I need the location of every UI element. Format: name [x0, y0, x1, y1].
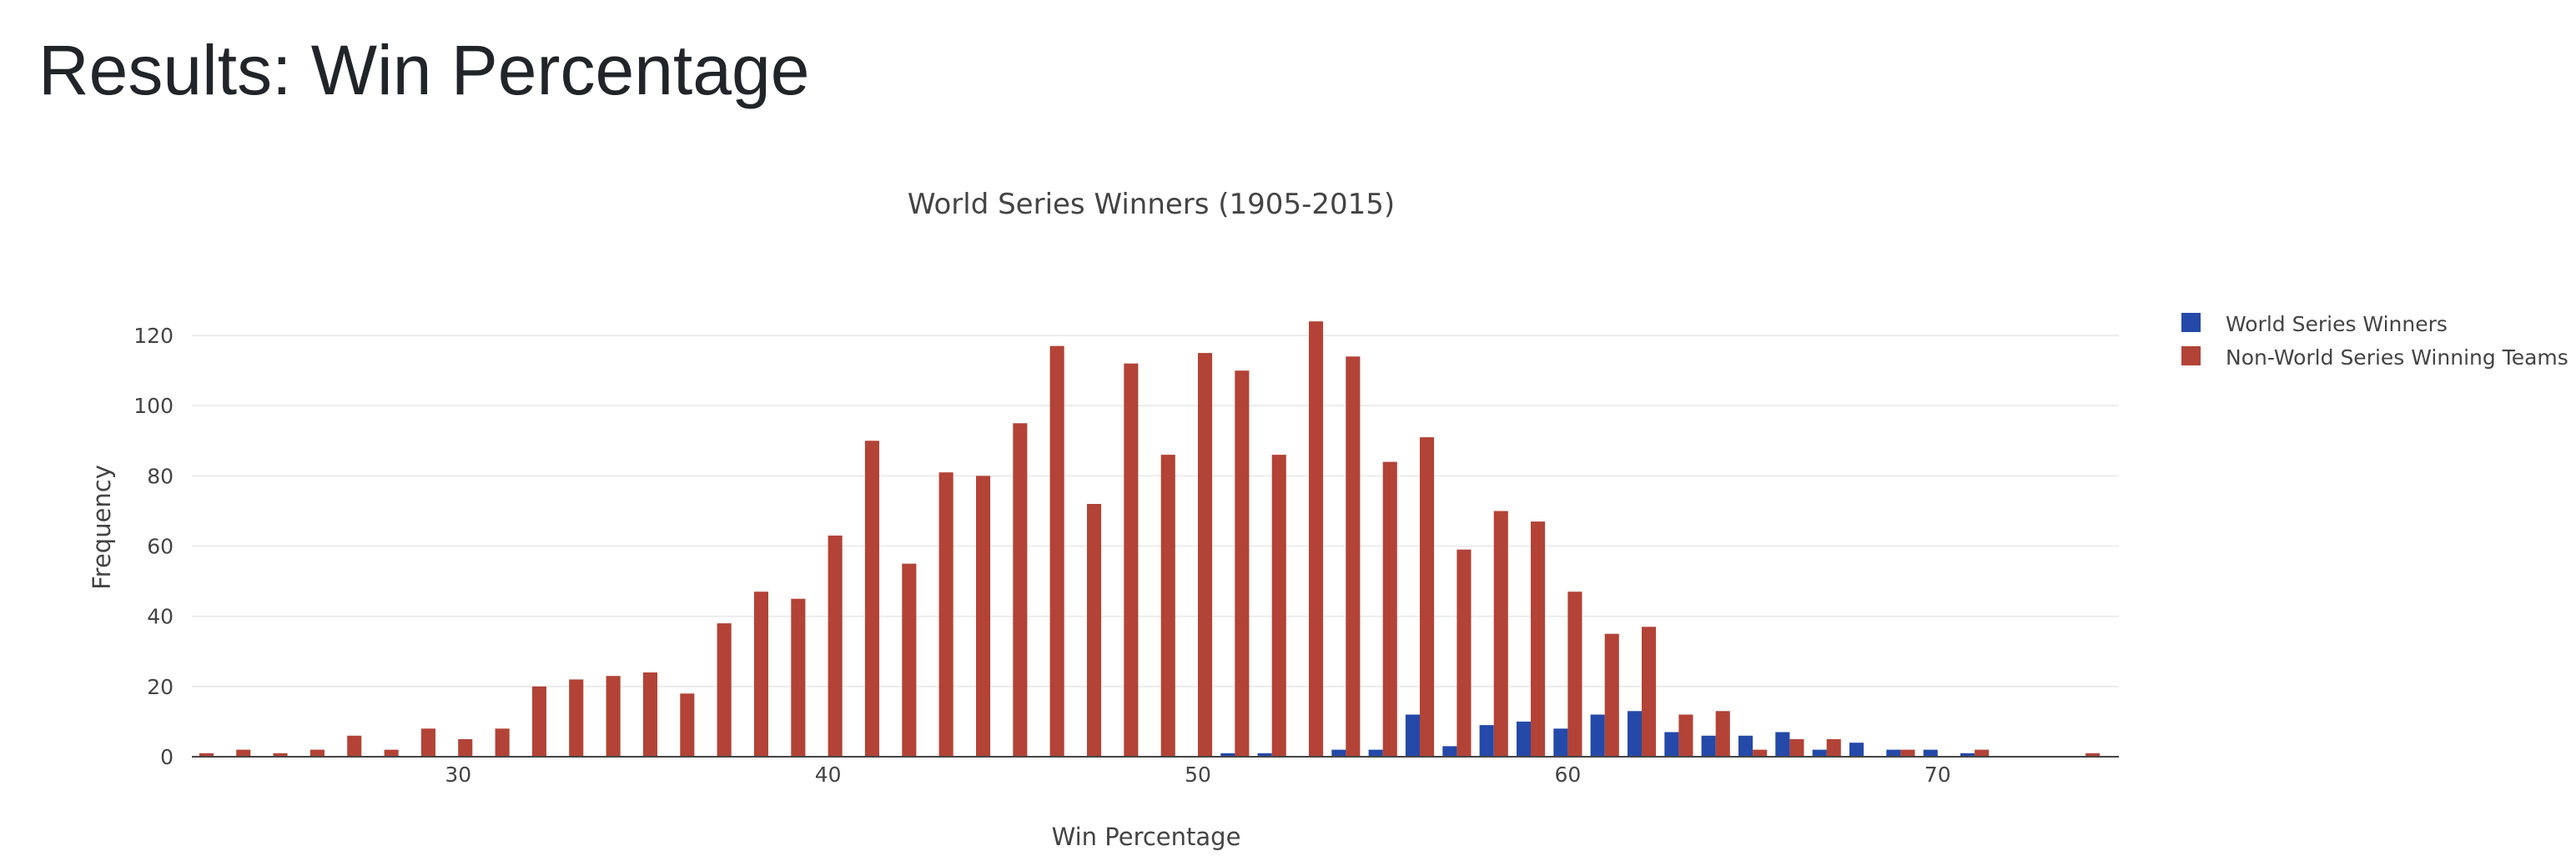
x-tick-label: 30 — [445, 763, 471, 787]
bar-winners-63[interactable] — [1664, 732, 1679, 758]
bar-non-winners-33[interactable] — [569, 679, 584, 757]
bar-non-winners-31[interactable] — [495, 728, 510, 757]
bar-non-winners-59[interactable] — [1531, 521, 1546, 757]
bar-non-winners-25[interactable] — [273, 753, 288, 757]
bar-non-winners-65[interactable] — [1753, 749, 1768, 757]
bar-non-winners-24[interactable] — [236, 749, 251, 757]
bar-winners-69[interactable] — [1886, 749, 1901, 757]
bar-non-winners-71[interactable] — [1975, 749, 1990, 757]
bar-non-winners-53[interactable] — [1309, 321, 1324, 757]
x-tick-label: 60 — [1554, 763, 1581, 787]
x-axis-label: Win Percentage — [1052, 823, 1241, 851]
bar-winners-55[interactable] — [1368, 749, 1383, 757]
bars — [199, 321, 2101, 758]
bar-non-winners-49[interactable] — [1160, 455, 1175, 757]
bar-winners-64[interactable] — [1701, 735, 1716, 757]
chart-title: World Series Winners (1905-2015) — [908, 188, 1395, 221]
bar-non-winners-61[interactable] — [1604, 633, 1619, 757]
bar-non-winners-34[interactable] — [606, 676, 621, 757]
bar-non-winners-64[interactable] — [1715, 711, 1730, 757]
bar-non-winners-60[interactable] — [1567, 592, 1582, 757]
bar-winners-71[interactable] — [1960, 753, 1975, 757]
bar-winners-58[interactable] — [1479, 725, 1494, 757]
bar-non-winners-63[interactable] — [1678, 714, 1693, 758]
bar-winners-59[interactable] — [1517, 721, 1532, 757]
legend-label-winners[interactable]: World Series Winners — [2226, 312, 2448, 336]
bar-winners-56[interactable] — [1405, 714, 1420, 758]
y-tick-label: 20 — [147, 675, 174, 699]
y-tick-labels: 0 20 40 60 80 100 120 — [133, 324, 174, 769]
y-tick-label: 40 — [147, 605, 174, 629]
legend-label-non-winners[interactable]: Non-World Series Winning Teams — [2226, 345, 2568, 370]
bar-non-winners-74[interactable] — [2085, 753, 2101, 757]
bar-winners-66[interactable] — [1775, 732, 1790, 758]
bar-non-winners-23[interactable] — [199, 753, 214, 757]
y-tick-label: 0 — [160, 745, 174, 769]
gridlines — [192, 335, 2119, 687]
bar-non-winners-55[interactable] — [1382, 461, 1397, 757]
bar-non-winners-48[interactable] — [1124, 363, 1139, 757]
bar-non-winners-56[interactable] — [1420, 437, 1435, 757]
bar-winners-54[interactable] — [1331, 749, 1346, 757]
y-tick-label: 100 — [133, 394, 174, 418]
bar-non-winners-47[interactable] — [1087, 504, 1102, 757]
bar-non-winners-69[interactable] — [1900, 749, 1915, 757]
bar-non-winners-37[interactable] — [717, 623, 732, 757]
bar-winners-68[interactable] — [1849, 743, 1864, 757]
bar-non-winners-38[interactable] — [753, 592, 768, 757]
bar-non-winners-32[interactable] — [531, 686, 546, 757]
bar-non-winners-44[interactable] — [976, 476, 991, 757]
bar-non-winners-57[interactable] — [1457, 549, 1472, 757]
bar-non-winners-46[interactable] — [1049, 345, 1064, 757]
bar-non-winners-45[interactable] — [1013, 423, 1028, 757]
bar-winners-70[interactable] — [1923, 749, 1938, 757]
bar-winners-62[interactable] — [1628, 711, 1643, 757]
bar-non-winners-58[interactable] — [1493, 511, 1508, 758]
bar-non-winners-62[interactable] — [1642, 627, 1657, 757]
bar-winners-67[interactable] — [1812, 749, 1827, 757]
bar-non-winners-28[interactable] — [384, 749, 399, 757]
bar-non-winners-52[interactable] — [1271, 455, 1286, 757]
bar-non-winners-50[interactable] — [1198, 353, 1213, 757]
page-title: Results: Win Percentage — [38, 31, 810, 109]
bar-non-winners-26[interactable] — [309, 749, 325, 757]
x-tick-labels: 30 40 50 60 70 — [445, 763, 1950, 787]
bar-winners-51[interactable] — [1220, 753, 1235, 757]
bar-non-winners-27[interactable] — [347, 735, 362, 757]
bar-non-winners-54[interactable] — [1346, 356, 1361, 757]
bar-winners-65[interactable] — [1738, 735, 1753, 757]
legend-swatch-winners — [2181, 313, 2201, 332]
bar-non-winners-41[interactable] — [864, 441, 879, 757]
x-tick-label: 70 — [1924, 763, 1951, 787]
bar-non-winners-43[interactable] — [938, 472, 953, 757]
y-axis-label: Frequency — [88, 465, 116, 590]
bar-non-winners-29[interactable] — [420, 728, 435, 757]
y-tick-label: 120 — [133, 324, 174, 348]
bar-non-winners-35[interactable] — [642, 672, 657, 757]
y-tick-label: 80 — [147, 464, 174, 488]
bar-winners-61[interactable] — [1590, 714, 1605, 758]
legend-swatch-non-winners — [2181, 346, 2201, 365]
bar-non-winners-30[interactable] — [458, 739, 473, 757]
bar-non-winners-67[interactable] — [1826, 739, 1841, 757]
bar-winners-52[interactable] — [1257, 753, 1272, 757]
bar-non-winners-51[interactable] — [1235, 370, 1250, 757]
y-tick-label: 60 — [147, 535, 174, 559]
bar-non-winners-42[interactable] — [902, 563, 917, 757]
legend[interactable]: World Series Winners Non-World Series Wi… — [2181, 312, 2568, 370]
bar-non-winners-36[interactable] — [680, 693, 695, 757]
x-tick-label: 40 — [815, 763, 842, 787]
x-tick-label: 50 — [1185, 763, 1211, 787]
bar-non-winners-39[interactable] — [791, 598, 806, 757]
bar-winners-57[interactable] — [1442, 746, 1457, 757]
bar-non-winners-40[interactable] — [828, 535, 843, 757]
bar-non-winners-66[interactable] — [1789, 739, 1804, 757]
bar-winners-60[interactable] — [1553, 728, 1568, 757]
